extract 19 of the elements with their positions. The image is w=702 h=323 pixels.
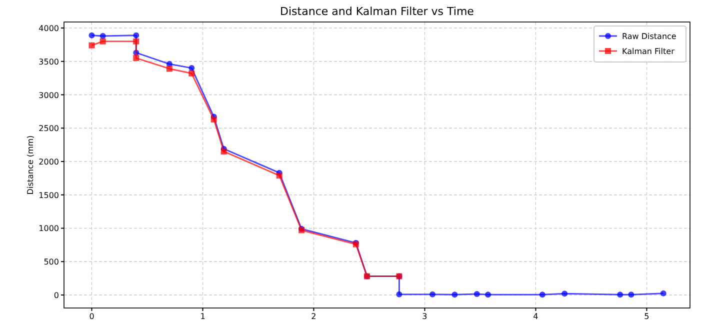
x-tick-label: 0	[89, 312, 94, 321]
y-tick-label: 1500	[38, 190, 59, 200]
x-tick-label: 3	[422, 312, 428, 321]
y-tick-label: 1000	[38, 224, 59, 234]
x-tick-label: 2	[311, 312, 316, 321]
y-tick-label: 2500	[38, 124, 59, 134]
y-tick-label: 0	[54, 290, 59, 300]
legend-label: Kalman Filter	[622, 47, 676, 56]
y-tick-label: 4000	[38, 24, 59, 34]
x-tick-label: 4	[533, 312, 538, 321]
legend-label: Raw Distance	[622, 32, 676, 41]
y-tick-label: 500	[44, 258, 59, 267]
chart-title: Distance and Kalman Filter vs Time	[280, 5, 474, 18]
y-axis-title: Distance (mm)	[26, 135, 35, 195]
x-tick-label: 5	[644, 312, 650, 321]
y-tick-label: 2000	[38, 157, 59, 166]
y-tick-label: 3000	[38, 90, 59, 100]
x-tick-label: 1	[200, 312, 206, 321]
y-tick-label: 3500	[38, 57, 59, 66]
